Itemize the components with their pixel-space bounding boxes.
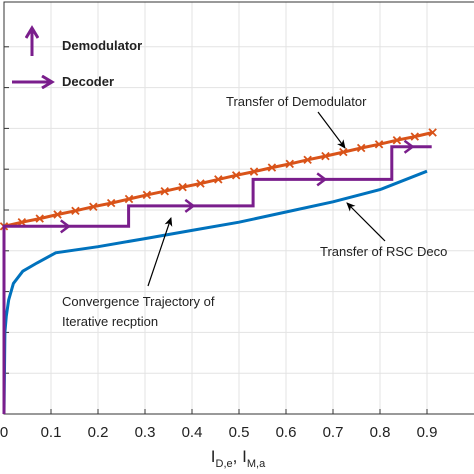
legend-item-decoder: Decoder [12,74,114,89]
data-point-marker [249,167,259,176]
series-transfer-of-rsc-decoder [2,169,428,415]
data-point-marker [196,179,205,188]
trajectory-arrows [60,139,415,234]
trajectory-right-arrow-icon [403,139,415,154]
data-point-marker [339,147,348,157]
data-point-marker [285,159,294,169]
x-tick-label: 0.8 [370,424,391,441]
data-point-marker [89,202,98,211]
data-point-marker [160,186,169,196]
data-point-marker [303,155,312,165]
legend-label-decoder: Decoder [62,74,114,89]
data-point-marker [231,171,241,180]
series [0,128,437,415]
plot-frame [3,1,474,415]
trajectory-right-arrow-icon [184,198,196,213]
data-point-marker [124,194,134,204]
data-point-marker [410,132,420,141]
trajectory-right-arrow-icon [60,219,71,234]
annotation-demodulator: Transfer of Demodulator [226,94,367,109]
annotation-rsc-decoder: Transfer of RSC Deco [320,244,447,259]
data-point-marker [142,190,152,200]
annotation-trajectory-line1: Convergence Trajectory of [62,294,215,309]
data-point-marker [428,128,437,137]
annotation-arrow-demodulator [317,111,346,149]
data-point-marker [53,210,62,219]
data-point-marker [17,218,27,227]
data-point-marker [356,143,366,153]
x-tick-label: 0 [0,424,8,441]
legend-label-demodulator: Demodulator [62,38,142,53]
trajectory-right-arrow-icon [316,172,328,187]
x-tick-label: 0.6 [276,424,297,441]
data-point-marker [106,198,116,208]
data-point-marker [321,151,330,161]
x-tick-label: 0.3 [135,424,156,441]
x-tick-label: 0.2 [88,424,109,441]
data-point-marker [374,140,384,149]
data-point-marker [392,135,402,145]
x-tick-label: 0.4 [182,424,203,441]
series-transfer-of-demodulator [0,128,437,231]
data-point-marker [178,182,187,192]
series-line [2,145,432,414]
data-point-marker [267,163,277,172]
data-point-marker [214,175,223,184]
series-line [2,169,428,415]
series-convergence-trajectory-of-iterative-recption [2,145,432,414]
data-point-marker [35,214,44,223]
annotation-trajectory-line2: Iterative recption [62,314,158,329]
x-axis: 0 0.1 0.2 0.3 0.4 0.5 0.6 0.7 0.8 0.9 [0,409,437,441]
data-point-marker [71,206,80,216]
x-tick-label: 0.9 [417,424,438,441]
x-tick-label: 0.5 [229,424,250,441]
x-tick-label: 0.1 [41,424,62,441]
annotations: Transfer of Demodulator Transfer of RSC … [62,94,447,329]
annotation-arrow-trajectory [147,217,173,287]
x-tick-label: 0.7 [323,424,344,441]
grid [4,2,474,414]
legend-item-demodulator: Demodulator [32,30,142,56]
annotation-arrow-rsc-decoder [346,202,386,242]
legend: Demodulator Decoder [12,30,142,89]
x-axis-label: ID,e, IM,a [211,447,266,470]
